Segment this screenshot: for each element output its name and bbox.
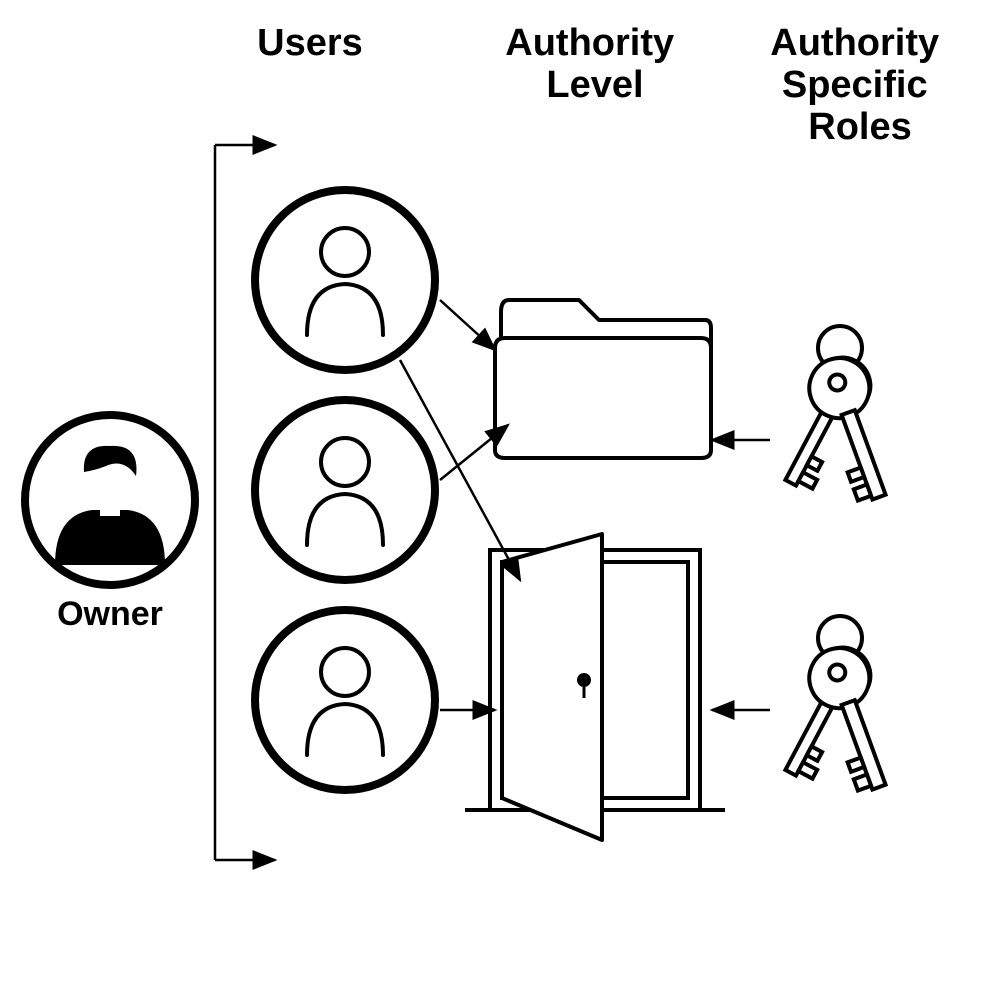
owner-label: Owner <box>57 595 163 633</box>
authority-diagram: Users Authority Level Authority Specific… <box>0 0 1000 1000</box>
folder-icon <box>495 300 711 458</box>
user-node <box>255 610 435 790</box>
heading-authority-level: Authority Level <box>505 22 684 106</box>
keys-group <box>766 326 907 797</box>
user-node <box>255 400 435 580</box>
owner-node <box>25 415 195 585</box>
heading-users: Users <box>257 22 363 64</box>
keys-icon <box>766 616 907 797</box>
heading-authority-roles: Authority Specific Roles <box>770 22 949 148</box>
keys-icon <box>766 326 907 507</box>
users-group <box>255 190 435 790</box>
user-node <box>255 190 435 370</box>
owner-bracket <box>215 145 275 860</box>
door-icon <box>465 534 725 840</box>
